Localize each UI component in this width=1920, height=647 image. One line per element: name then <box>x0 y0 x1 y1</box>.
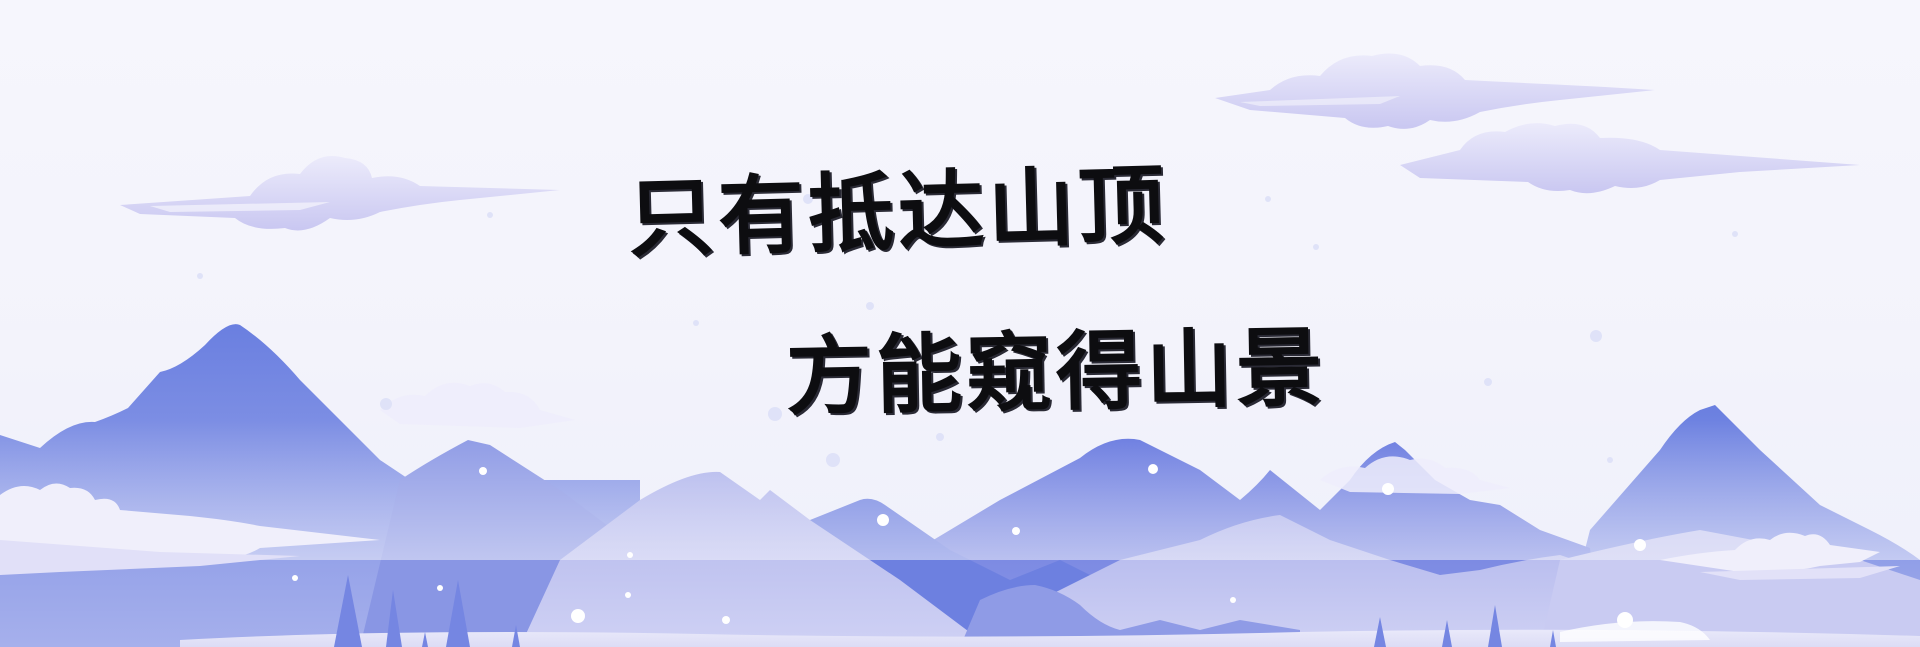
snowflake-icon <box>292 464 1646 628</box>
cloud-icon <box>380 382 1510 494</box>
headline-line-1: 只有抵达山顶 <box>626 155 1170 271</box>
cloud-icon <box>0 483 380 575</box>
cloud-icon <box>120 156 560 231</box>
headline-line-2: 方能窥得山景 <box>785 318 1327 428</box>
cloud-icon <box>1215 53 1860 194</box>
mountain-icon <box>980 515 1680 647</box>
snowflake-icon <box>197 194 1738 467</box>
pine-tree-icon <box>334 575 1556 647</box>
mountain-icon <box>960 585 1300 647</box>
cloud-icon <box>1660 532 1900 580</box>
